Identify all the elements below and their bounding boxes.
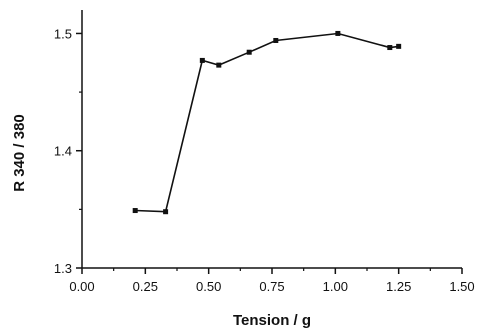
x-tick-label: 1.50 bbox=[449, 279, 474, 294]
series-line bbox=[135, 32, 399, 213]
x-axis-ticks: 0.00 0.25 0.50 0.75 1.00 1.25 1.50 bbox=[69, 268, 475, 294]
x-axis-label: Tension / g bbox=[233, 312, 311, 329]
x-tick-label: 1.25 bbox=[386, 279, 411, 294]
data-point bbox=[387, 45, 393, 51]
data-point bbox=[132, 208, 138, 214]
data-point bbox=[396, 43, 402, 49]
x-tick-label: 0.25 bbox=[133, 279, 158, 294]
y-axis-ticks: 1.3 1.4 1.5 bbox=[54, 26, 82, 276]
x-tick-label: 1.00 bbox=[323, 279, 348, 294]
data-point bbox=[273, 37, 279, 43]
x-tick-label: 0.50 bbox=[196, 279, 221, 294]
x-tick-label: 0.00 bbox=[69, 279, 94, 294]
y-axis-label: R 340 / 380 bbox=[11, 114, 28, 192]
y-tick-label: 1.5 bbox=[54, 26, 72, 41]
data-point bbox=[246, 49, 252, 55]
axes bbox=[81, 10, 462, 269]
y-tick-label: 1.4 bbox=[54, 144, 72, 159]
data-point bbox=[216, 62, 222, 68]
data-point bbox=[163, 209, 169, 215]
x-tick-label: 0.75 bbox=[259, 279, 284, 294]
data-point bbox=[335, 30, 341, 36]
y-tick-label: 1.3 bbox=[54, 261, 72, 276]
data-point bbox=[199, 57, 205, 63]
data-series bbox=[132, 30, 402, 215]
